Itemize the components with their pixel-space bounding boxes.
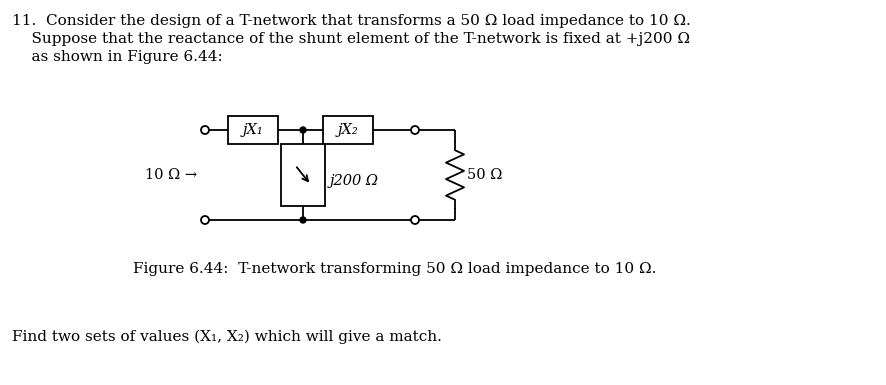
Text: 10 Ω →: 10 Ω → (145, 168, 197, 182)
Bar (323, 116, 373, 144)
Text: jX₂: jX₂ (338, 123, 358, 137)
Text: jX₁: jX₁ (243, 123, 263, 137)
Circle shape (201, 126, 209, 134)
Circle shape (300, 127, 306, 133)
Text: as shown in Figure 6.44:: as shown in Figure 6.44: (12, 50, 222, 64)
Circle shape (300, 217, 306, 223)
Bar (228, 116, 278, 144)
Circle shape (201, 216, 209, 224)
Text: Suppose that the reactance of the shunt element of the T-network is fixed at +j2: Suppose that the reactance of the shunt … (12, 32, 690, 46)
Text: 11.  Consider the design of a T-network that transforms a 50 Ω load impedance to: 11. Consider the design of a T-network t… (12, 14, 691, 28)
Text: Figure 6.44:  T-network transforming 50 Ω load impedance to 10 Ω.: Figure 6.44: T-network transforming 50 Ω… (133, 262, 657, 276)
Bar (281, 144, 325, 206)
Text: Find two sets of values (X₁, X₂) which will give a match.: Find two sets of values (X₁, X₂) which w… (12, 330, 442, 345)
Text: 50 Ω: 50 Ω (467, 168, 502, 182)
Circle shape (411, 216, 419, 224)
Circle shape (411, 126, 419, 134)
Text: j200 Ω: j200 Ω (330, 174, 379, 188)
